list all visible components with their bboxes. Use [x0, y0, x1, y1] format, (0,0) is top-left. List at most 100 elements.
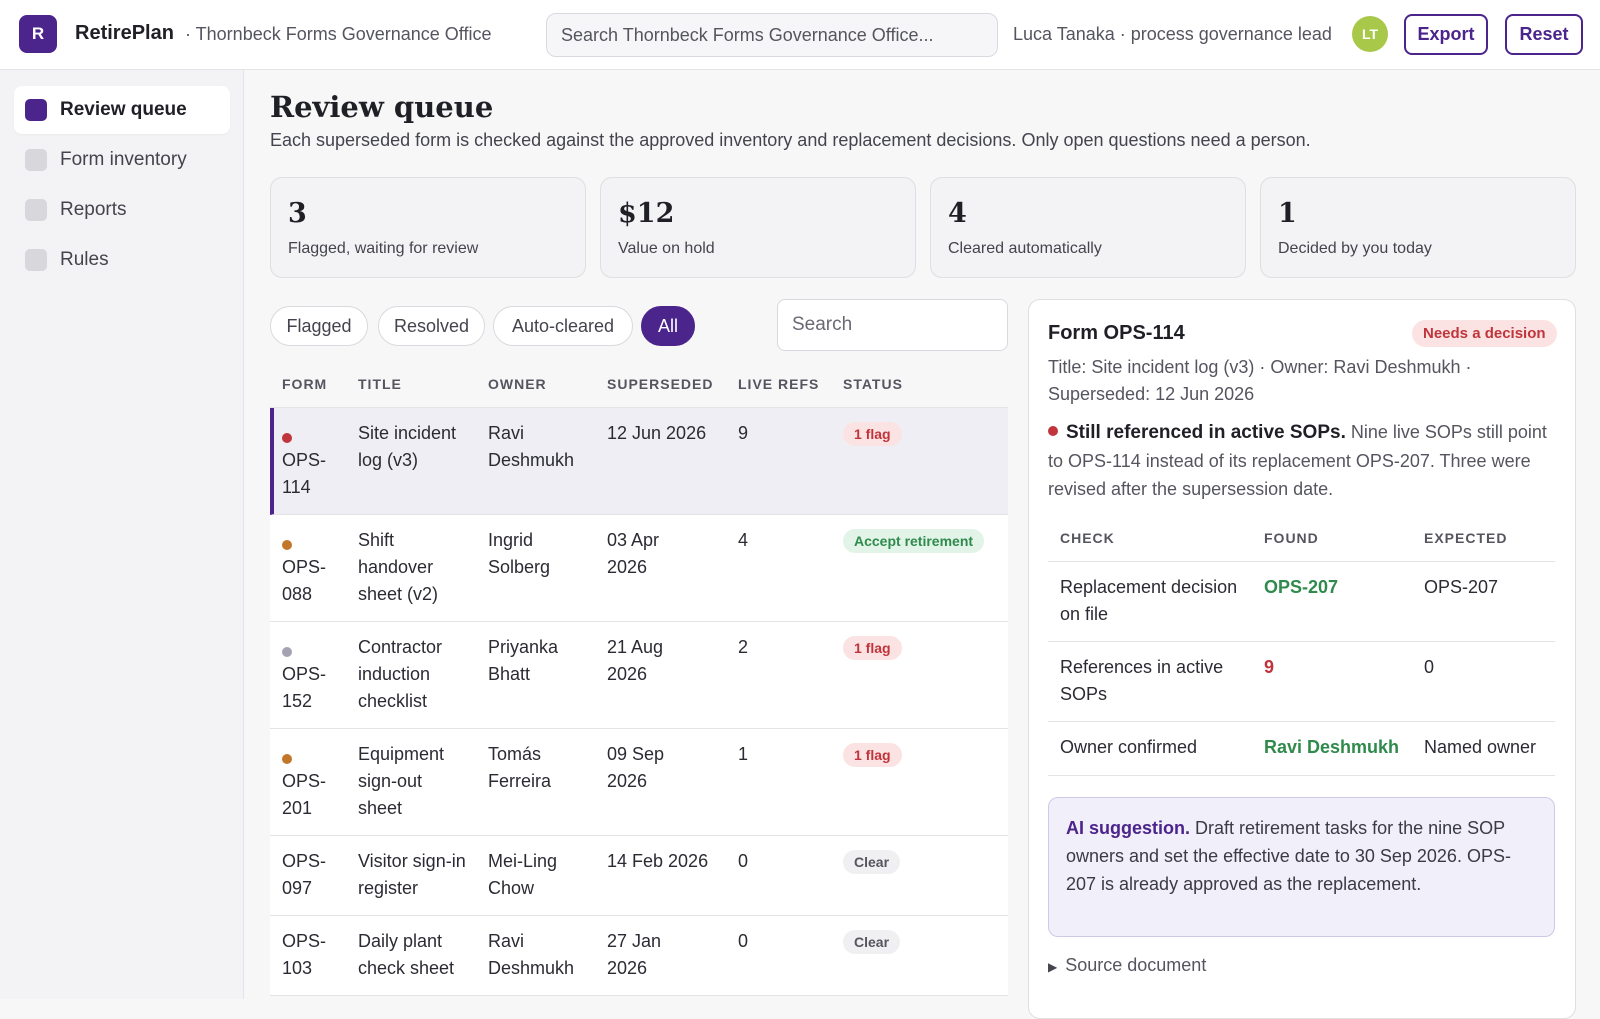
check-expected: OPS-207 [1424, 577, 1499, 597]
live-refs: 9 [738, 423, 749, 443]
table-row[interactable]: OPS- 097 Visitor sign-in register Mei-Lin… [270, 836, 1008, 916]
form-id: OPS- 088 [282, 557, 327, 604]
filter-resolved[interactable]: Resolved [378, 306, 485, 346]
form-inventory-icon [25, 149, 47, 171]
table-row[interactable]: OPS- 088 Shift handover sheet (v2) Ingrid… [270, 515, 1008, 622]
sidebar-item-label: Rules [60, 249, 109, 270]
form-id: OPS- 097 [282, 851, 327, 898]
stat-card-decided: 1 Decided by you today [1260, 177, 1576, 278]
form-title: Equipment sign-out sheet [358, 744, 445, 818]
filter-flagged[interactable]: Flagged [270, 306, 368, 346]
status-badge: Clear [843, 930, 901, 954]
live-refs: 0 [738, 851, 749, 871]
table-header: FORM TITLE OWNER SUPERSEDED LIVE REFS ST… [270, 366, 1008, 408]
table-row[interactable]: OPS- 152 Contractor induction checklist P… [270, 622, 1008, 729]
check-row: Owner confirmed Ravi Deshmukh Named owne… [1048, 722, 1555, 776]
page-subtitle: Each superseded form is checked against … [270, 130, 1311, 150]
check-row: Replacement decision on file OPS-207 OPS… [1048, 562, 1555, 642]
column-header-owner[interactable]: OWNER [488, 376, 547, 392]
global-search-input[interactable] [546, 13, 998, 57]
table-row[interactable]: OPS- 114 Site incident log (v3) Ravi Desh… [270, 408, 1008, 515]
sidebar-item-rules[interactable]: Rules [14, 236, 230, 284]
column-header-check: CHECK [1060, 530, 1115, 546]
stat-label: Flagged, waiting for review [288, 240, 479, 257]
stat-card-cleared: 4 Cleared automatically [930, 177, 1246, 278]
severity-dot-icon [282, 754, 292, 764]
table-row[interactable]: OPS- 103 Daily plant check sheet Ravi Des… [270, 916, 1008, 996]
ai-suggestion-body: Draft retirement tasks for the nine SOP … [1066, 818, 1511, 894]
reports-icon [25, 199, 47, 221]
status-badge: 1 flag [843, 422, 902, 446]
page-title: Review queue [270, 90, 494, 124]
form-owner: Ravi Deshmukh [488, 931, 575, 978]
detail-title: Form OPS-114 [1048, 322, 1185, 344]
stat-card-flagged: 3 Flagged, waiting for review [270, 177, 586, 278]
checks-table: CHECK FOUND EXPECTED Replacement decisio… [1048, 520, 1555, 776]
form-owner: Ingrid Solberg [488, 530, 551, 577]
user-label: Luca Tanaka · process governance lead [1013, 24, 1332, 44]
severity-dot-icon [282, 647, 292, 657]
severity-dot-icon [282, 433, 292, 443]
form-owner: Ravi Deshmukh [488, 423, 575, 470]
top-bar: R RetirePlan · Thornbeck Forms Governanc… [0, 0, 1600, 70]
check-name: References in active SOPs [1060, 657, 1224, 704]
sidebar-item-reports[interactable]: Reports [14, 186, 230, 234]
app-logo[interactable]: R [19, 15, 57, 53]
stat-value: 3 [288, 198, 307, 229]
sidebar-item-label: Form inventory [60, 149, 187, 170]
export-button[interactable]: Export [1404, 14, 1488, 55]
check-found: OPS-207 [1264, 577, 1339, 597]
finding-body: Nine live SOPs still point to OPS-114 in… [1048, 422, 1547, 499]
rules-icon [25, 249, 47, 271]
check-name: Owner confirmed [1060, 737, 1198, 757]
form-owner: Mei-Ling Chow [488, 851, 558, 898]
stat-label: Decided by you today [1278, 240, 1432, 257]
avatar[interactable]: LT [1352, 16, 1388, 52]
stat-value: 1 [1278, 198, 1297, 229]
form-title: Visitor sign-in register [358, 851, 466, 898]
filter-all[interactable]: All [641, 306, 695, 346]
form-id: OPS- 152 [282, 664, 327, 711]
column-header-live-refs[interactable]: LIVE REFS [738, 376, 820, 392]
expand-triangle-icon: ▶ [1048, 960, 1058, 974]
status-badge: 1 flag [843, 636, 902, 660]
sidebar-item-form-inventory[interactable]: Form inventory [14, 136, 230, 184]
filter-auto-cleared[interactable]: Auto-cleared [493, 306, 633, 346]
form-title: Site incident log (v3) [358, 423, 457, 470]
superseded-date: 21 Aug 2026 [607, 637, 664, 684]
ai-suggestion: AI suggestion. Draft retirement tasks fo… [1048, 797, 1555, 937]
form-id: OPS- 103 [282, 931, 327, 978]
ai-suggestion-title: AI suggestion. [1066, 818, 1191, 838]
review-table: FORM TITLE OWNER SUPERSEDED LIVE REFS ST… [270, 366, 1008, 996]
stat-label: Value on hold [618, 240, 715, 257]
column-header-title[interactable]: TITLE [358, 376, 402, 392]
form-id: OPS- 114 [282, 450, 327, 497]
live-refs: 2 [738, 637, 749, 657]
check-expected: Named owner [1424, 737, 1537, 757]
source-document-label: Source document [1065, 955, 1207, 975]
org-name: · Thornbeck Forms Governance Office [185, 24, 492, 44]
form-owner: Tomás Ferreira [488, 744, 552, 791]
sidebar: Review queue Form inventory Reports Rule… [0, 70, 244, 999]
sidebar-item-review-queue[interactable]: Review queue [14, 86, 230, 134]
column-header-status[interactable]: STATUS [843, 376, 903, 392]
status-badge: Clear [843, 850, 901, 874]
form-title: Daily plant check sheet [358, 931, 455, 978]
table-row[interactable]: OPS- 201 Equipment sign-out sheet Tomás F… [270, 729, 1008, 836]
column-header-superseded[interactable]: SUPERSEDED [607, 376, 714, 392]
column-header-found: FOUND [1264, 530, 1319, 546]
checks-header: CHECK FOUND EXPECTED [1048, 520, 1555, 562]
column-header-form[interactable]: FORM [282, 376, 328, 392]
sidebar-item-label: Review queue [60, 99, 187, 120]
source-document-toggle[interactable]: ▶ Source document [1048, 955, 1206, 976]
status-badge: 1 flag [843, 743, 902, 767]
queue-search-input[interactable] [777, 299, 1008, 351]
check-expected: 0 [1424, 657, 1435, 677]
finding-text: Still referenced in active SOPs. Nine li… [1048, 418, 1558, 503]
live-refs: 1 [738, 744, 749, 764]
stat-label: Cleared automatically [948, 240, 1102, 257]
form-title: Shift handover sheet (v2) [358, 530, 439, 604]
reset-button[interactable]: Reset [1505, 14, 1583, 55]
superseded-date: 12 Jun 2026 [607, 423, 707, 443]
stat-value: $12 [618, 198, 675, 229]
